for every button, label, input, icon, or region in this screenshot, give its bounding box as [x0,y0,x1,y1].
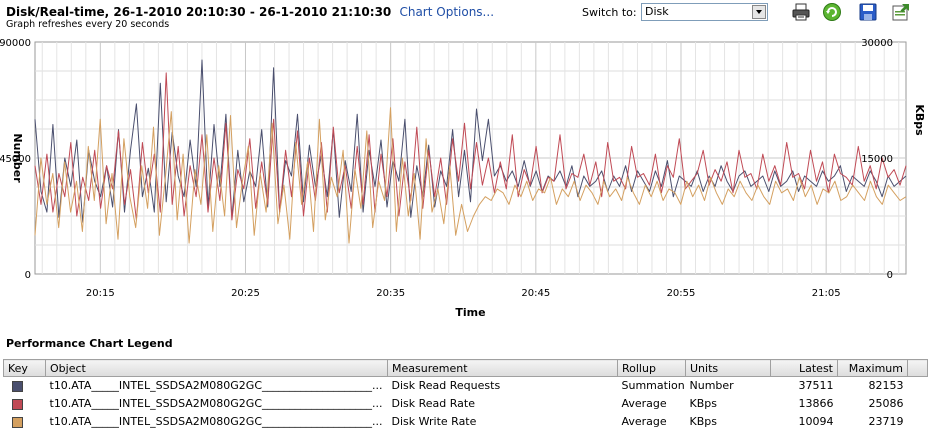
column-header-units[interactable]: Units [685,359,771,377]
row-maximum: 25086 [868,397,904,410]
legend-table: Key Object Measurement Rollup Units Late… [3,359,928,431]
series-line-3 [34,107,907,244]
row-latest: 37511 [798,379,834,393]
switch-to-value: Disk [645,5,669,18]
y-right-tick-label: 0 [887,270,893,281]
x-tick-label: 20:15 [86,288,115,299]
x-tick-label: 21:05 [812,288,841,299]
row-measurement: Disk Read Rate [391,397,475,410]
x-tick-label: 20:35 [376,288,405,299]
y-left-axis-label: Number [11,133,24,183]
x-tick-label: 20:55 [667,288,696,299]
switch-to-label: Switch to: [582,6,637,19]
save-icon[interactable] [858,2,878,22]
row-measurement: Disk Read Requests [391,379,501,393]
column-header-maximum[interactable]: Maximum [837,359,908,377]
row-maximum: 82153 [868,379,904,393]
y-right-tick-label: 15000 [861,154,893,165]
row-object: t10.ATA_____INTEL_SSDSA2M080G2GC________… [49,397,383,410]
chart-options-link[interactable]: Chart Options... [399,5,495,19]
legend-swatch [11,398,23,410]
row-maximum: 23719 [868,415,904,428]
row-object: t10.ATA_____INTEL_SSDSA2M080G2GC________… [49,379,383,393]
legend-swatch [11,380,23,392]
column-header-object[interactable]: Object [45,359,388,377]
row-measurement: Disk Write Rate [391,415,477,428]
row-units: KBps [689,415,717,428]
y-left-tick-label: 90000 [0,38,31,49]
column-header-spacer [907,359,928,377]
table-row[interactable]: t10.ATA_____INTEL_SSDSA2M080G2GC________… [4,413,928,431]
legend-swatch [11,416,23,428]
chart-title-text: Disk/Real-time, 26-1-2010 20:10:30 - 26-… [6,5,392,19]
row-latest: 13866 [798,397,834,410]
column-header-key[interactable]: Key [3,359,46,377]
table-row[interactable]: t10.ATA_____INTEL_SSDSA2M080G2GC________… [4,377,928,395]
row-rollup: Average [621,397,667,410]
y-left-tick-label: 0 [25,270,31,281]
y-right-axis-label: KBps [913,104,926,136]
row-units: Number [689,379,734,393]
export-icon[interactable] [891,2,911,22]
chevron-down-icon[interactable] [752,5,766,19]
legend-title: Performance Chart Legend [6,337,173,350]
column-header-measurement[interactable]: Measurement [387,359,618,377]
y-left-tick-label: 45000 [0,154,31,165]
row-latest: 10094 [798,415,834,428]
row-rollup: Summation [621,379,685,393]
x-tick-label: 20:25 [231,288,260,299]
chart-title: Disk/Real-time, 26-1-2010 20:10:30 - 26-… [6,5,494,19]
switch-to-select[interactable]: Disk [641,3,768,21]
row-units: KBps [689,397,717,410]
x-tick-label: 20:45 [521,288,550,299]
table-row[interactable]: t10.ATA_____INTEL_SSDSA2M080G2GC________… [4,395,928,413]
refresh-icon[interactable] [822,2,842,22]
column-header-rollup[interactable]: Rollup [617,359,686,377]
refresh-note: Graph refreshes every 20 seconds [6,19,170,30]
print-icon[interactable] [791,2,811,22]
y-right-tick-label: 30000 [861,38,893,49]
column-header-latest[interactable]: Latest [770,359,838,377]
row-rollup: Average [621,415,667,428]
x-axis-label: Time [455,306,485,319]
series-line-2 [34,72,907,221]
performance-chart: 90000 45000 0 30000 15000 0 20:15 20:25 20:35 20:… [0,38,926,319]
legend-header-row: Key Object Measurement Rollup Units Late… [3,359,928,377]
row-object: t10.ATA_____INTEL_SSDSA2M080G2GC________… [49,415,383,428]
